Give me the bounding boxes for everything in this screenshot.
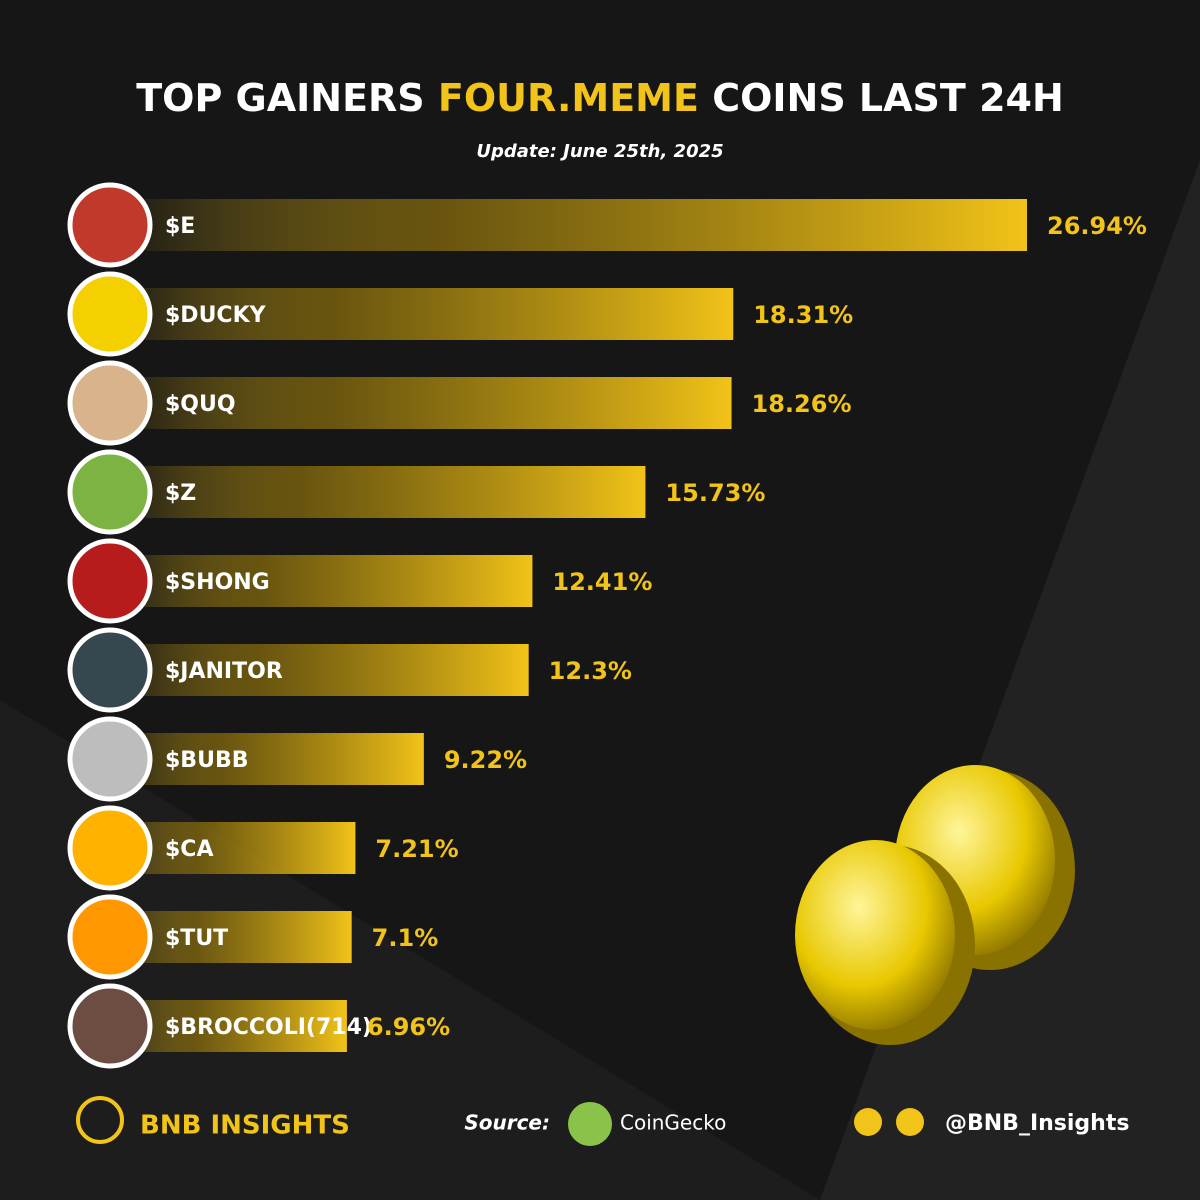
coin <box>795 840 955 1030</box>
coin-icon <box>67 983 153 1069</box>
coin-icon <box>67 716 153 802</box>
category-label: $SHONG <box>165 570 270 595</box>
coin-icon <box>67 805 153 891</box>
category-label: $DUCKY <box>165 303 267 328</box>
bar <box>110 733 424 785</box>
category-label: $E <box>165 214 195 239</box>
category-label: $QUQ <box>165 392 236 417</box>
value-label: 26.94% <box>1047 212 1147 240</box>
bar <box>110 466 646 518</box>
source-logo <box>568 1102 612 1146</box>
bar <box>110 644 529 696</box>
coins-illustration <box>795 765 1075 1045</box>
value-label: 18.31% <box>753 301 853 329</box>
coin-icon <box>67 182 153 268</box>
value-label: 12.3% <box>549 657 632 685</box>
handle: @BNB_Insights <box>945 1111 1129 1136</box>
telegram-icon[interactable] <box>896 1108 924 1136</box>
brand: BNB INSIGHTS <box>140 1111 350 1141</box>
coin-icon <box>67 360 153 446</box>
source: CoinGecko <box>620 1111 726 1135</box>
coin-icon <box>67 894 153 980</box>
category-label: $BROCCOLI(714) <box>165 1015 372 1040</box>
coin-icon <box>67 627 153 713</box>
category-label: $CA <box>165 837 213 862</box>
chart-title: TOP GAINERS FOUR.MEME COINS LAST 24H <box>136 76 1064 120</box>
x-icon[interactable] <box>854 1108 882 1136</box>
value-label: 6.96% <box>367 1013 450 1041</box>
value-label: 9.22% <box>444 746 527 774</box>
category-label: $Z <box>165 481 196 506</box>
category-label: $BUBB <box>165 748 248 773</box>
value-label: 7.1% <box>372 924 439 952</box>
value-label: 18.26% <box>752 390 852 418</box>
chart-subtitle: Update: June 25th, 2025 <box>476 141 723 162</box>
value-label: 7.21% <box>375 835 458 863</box>
brand-logo <box>76 1096 124 1144</box>
coin-icon <box>67 538 153 624</box>
value-label: 15.73% <box>665 479 765 507</box>
category-label: $JANITOR <box>165 659 283 684</box>
bar <box>110 377 732 429</box>
bar <box>110 199 1027 251</box>
bar <box>110 555 533 607</box>
value-label: 12.41% <box>552 568 652 596</box>
footer: BNB INSIGHTS Source: CoinGecko @BNB_Insi… <box>76 1096 1129 1146</box>
category-label: $TUT <box>165 926 228 951</box>
coin-icon <box>67 271 153 357</box>
source-label: Source: <box>464 1111 550 1135</box>
coin-icon <box>67 449 153 535</box>
bar <box>110 288 734 340</box>
